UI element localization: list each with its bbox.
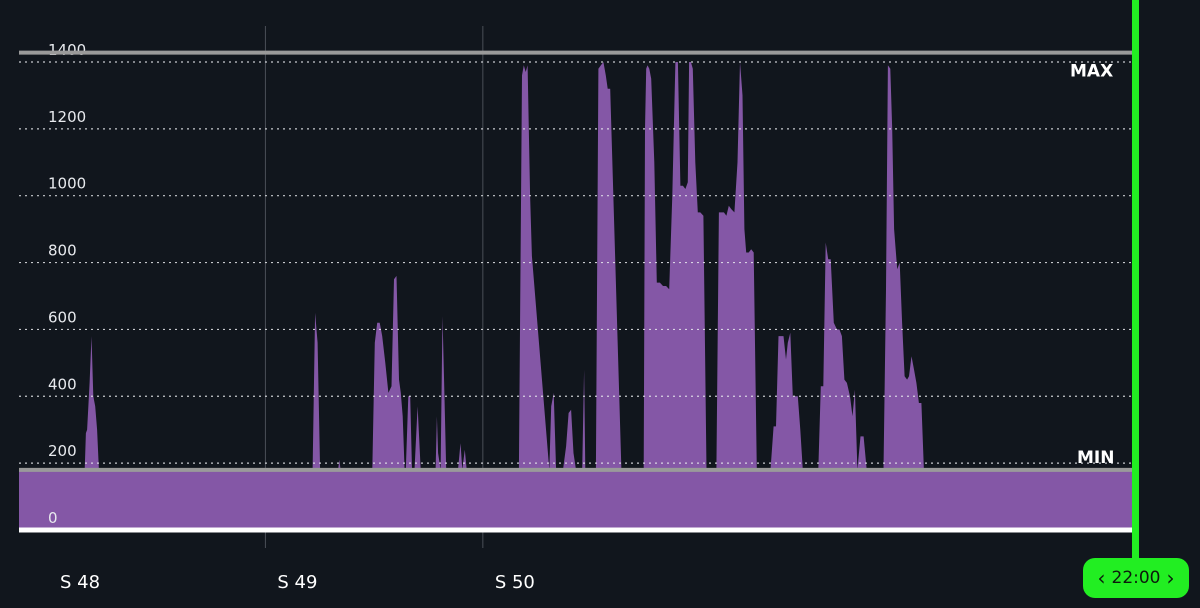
current-time-line (1132, 0, 1139, 560)
y-tick-label: 0 (48, 509, 58, 527)
baseline-area (19, 469, 1133, 530)
y-tick-label: 800 (48, 242, 77, 260)
y-tick-label: 1200 (48, 108, 86, 126)
y-tick-label: 200 (48, 442, 77, 460)
chevron-right-icon[interactable]: › (1166, 566, 1175, 590)
time-badge[interactable]: ‹ 22:00 › (1083, 558, 1189, 598)
time-label: 22:00 (1111, 568, 1161, 588)
y-tick-label: 600 (48, 308, 77, 326)
y-tick-label: 1000 (48, 175, 86, 193)
min-label: MIN (1077, 448, 1114, 468)
y-tick-label: 1400 (48, 41, 86, 59)
x-tick-label: S 49 (277, 572, 317, 593)
x-tick-label: S 48 (60, 572, 100, 593)
x-tick-label: S 50 (495, 572, 535, 593)
series-area (84, 62, 927, 470)
max-label: MAX (1070, 62, 1113, 82)
y-tick-label: 400 (48, 375, 77, 393)
chevron-left-icon[interactable]: ‹ (1097, 566, 1106, 590)
